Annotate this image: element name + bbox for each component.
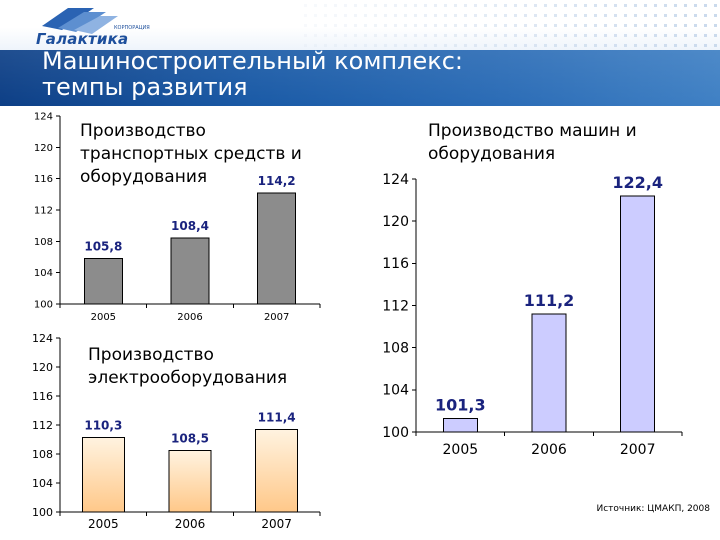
y-tick-label: 112	[34, 206, 53, 217]
value-label-2006: 108,5	[171, 431, 209, 445]
y-tick-label: 124	[34, 112, 53, 123]
logo-tagline: КОРПОРАЦИЯ	[114, 25, 150, 31]
value-label-2007: 122,4	[612, 173, 663, 192]
source-note: Источник: ЦМАКП, 2008	[596, 504, 710, 514]
y-tick-label: 100	[32, 506, 53, 519]
bar-2005	[83, 258, 123, 305]
y-tick-label: 104	[32, 477, 53, 490]
slide-title-line2: темпы развития	[42, 73, 248, 101]
category-label-2006: 2006	[175, 517, 206, 531]
y-tick-label: 104	[382, 383, 409, 399]
value-label-2005: 101,3	[435, 395, 486, 414]
value-label-2006: 108,4	[171, 219, 209, 233]
chart-machines: 100 104 108 112 116 120 124 101,3 2005 111,2 2006 1…	[382, 172, 683, 458]
y-tick-label: 108	[34, 237, 53, 248]
value-label-2007: 114,2	[258, 174, 296, 188]
category-label-2007: 2007	[264, 312, 289, 323]
bar-2005	[81, 436, 125, 513]
y-tick-label: 120	[34, 143, 53, 154]
logo-swoosh-icon	[42, 8, 118, 34]
y-tick-label: 104	[34, 268, 53, 279]
bar-2007	[255, 428, 299, 513]
y-tick-label: 112	[382, 298, 409, 314]
chart-electro: 100 104 108 112 116 120 124 110,3 2005 108,5 2006 1…	[32, 332, 321, 531]
y-tick-label: 120	[382, 214, 409, 230]
category-label-2006: 2006	[531, 442, 567, 458]
category-label-2006: 2006	[177, 312, 202, 323]
bar-2006	[531, 313, 567, 433]
title-band	[0, 50, 720, 106]
header-background	[0, 0, 720, 50]
value-label-2005: 110,3	[84, 418, 122, 432]
y-tick-label: 116	[34, 174, 53, 185]
header-dot-pattern	[304, 4, 717, 47]
chart-transport-title: Производство транспортных средств и обор…	[80, 121, 302, 187]
y-tick-label: 124	[382, 172, 409, 188]
category-label-2005: 2005	[88, 517, 119, 531]
y-tick-label: 120	[32, 361, 53, 374]
y-tick-label: 116	[382, 256, 409, 272]
value-label-2007: 111,4	[258, 410, 296, 424]
slide-title: Машиностроительный комплекс: темпы разви…	[42, 48, 463, 100]
chart-transport: 100 104 108 112 116 120 124 105,8 2005 108,4 2006 1…	[34, 112, 321, 323]
y-tick-label: 100	[34, 300, 53, 311]
y-tick-label: 124	[32, 332, 53, 345]
y-tick-label: 112	[32, 419, 53, 432]
y-tick-label: 108	[382, 341, 409, 357]
category-label-2005: 2005	[443, 442, 479, 458]
logo-wordmark: Галактика	[36, 30, 129, 48]
category-label-2007: 2007	[261, 517, 292, 531]
y-tick-label: 116	[32, 390, 53, 403]
bar-2006	[168, 449, 212, 513]
chart-machines-title: Производство машин и оборудования	[428, 121, 637, 164]
y-tick-label: 100	[382, 425, 409, 441]
company-logo: КОРПОРАЦИЯ Галактика	[14, 4, 234, 48]
chart-electro-title: Производство электрооборудования	[88, 345, 288, 388]
value-label-2006: 111,2	[524, 291, 575, 310]
category-label-2007: 2007	[620, 442, 656, 458]
bar-2005	[442, 417, 478, 433]
bar-2006	[170, 237, 210, 305]
y-tick-label: 108	[32, 448, 53, 461]
bar-2007	[257, 192, 297, 305]
category-label-2005: 2005	[91, 312, 116, 323]
slide-title-line1: Машиностроительный комплекс:	[42, 47, 463, 75]
value-label-2005: 105,8	[84, 240, 122, 254]
bar-2007	[620, 195, 656, 433]
